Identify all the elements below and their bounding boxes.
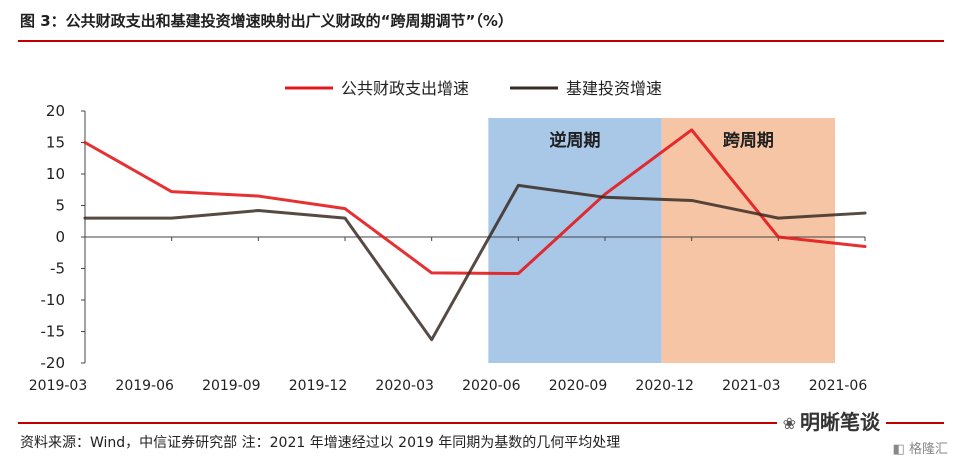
source-note: 资料来源：Wind，中信证券研究部 注：2021 年增速经过以 2019 年同期… [20, 435, 621, 451]
logo-icon: ◧ [892, 442, 909, 457]
x-tick-label: 2019-09 [202, 378, 261, 394]
y-tick-label: 10 [46, 165, 65, 183]
y-tick-label: 15 [46, 134, 65, 152]
x-tick-label: 2019-06 [115, 378, 174, 394]
bottom-divider [18, 422, 944, 424]
band-label: 跨周期 [723, 131, 774, 151]
wechat-icon: ❀ [782, 414, 796, 433]
x-tick-label: 2021-06 [809, 378, 868, 394]
series-line-2 [83, 183, 867, 342]
y-tick-label: -15 [41, 323, 66, 341]
x-tick-label: 2019-03 [29, 378, 88, 394]
legend-label-1: 公共财政支出增速 [341, 79, 469, 98]
watermark-text: 明晰笔谈 [800, 410, 880, 434]
x-tick-label: 2020-09 [549, 378, 608, 394]
y-tick-label: 20 [46, 102, 65, 120]
y-tick-label: -5 [50, 260, 65, 278]
band-label: 逆周期 [550, 130, 601, 151]
watermark: ❀ 明晰笔谈 [776, 406, 886, 435]
y-tick-label: 5 [55, 197, 65, 215]
band-countercyclical [488, 118, 662, 363]
legend-label-2: 基建投资增速 [566, 79, 662, 98]
x-tick-label: 2021-03 [722, 378, 781, 394]
x-tick-label: 2020-03 [375, 378, 434, 394]
top-divider [18, 40, 944, 42]
series-line-1 [83, 128, 867, 276]
y-tick-label: -10 [41, 291, 66, 309]
logo: ◧ 格隆汇 [893, 438, 948, 457]
logo-text: 格隆汇 [908, 442, 948, 457]
x-tick-label: 2019-12 [289, 378, 348, 394]
y-tick-label: -20 [41, 354, 66, 372]
page-title: 图 3：公共财政支出和基建投资增速映射出广义财政的“跨周期调节”（%） [20, 12, 513, 30]
x-tick-label: 2020-12 [635, 378, 694, 394]
x-tick-label: 2020-06 [462, 378, 521, 394]
y-tick-label: 0 [55, 228, 65, 246]
